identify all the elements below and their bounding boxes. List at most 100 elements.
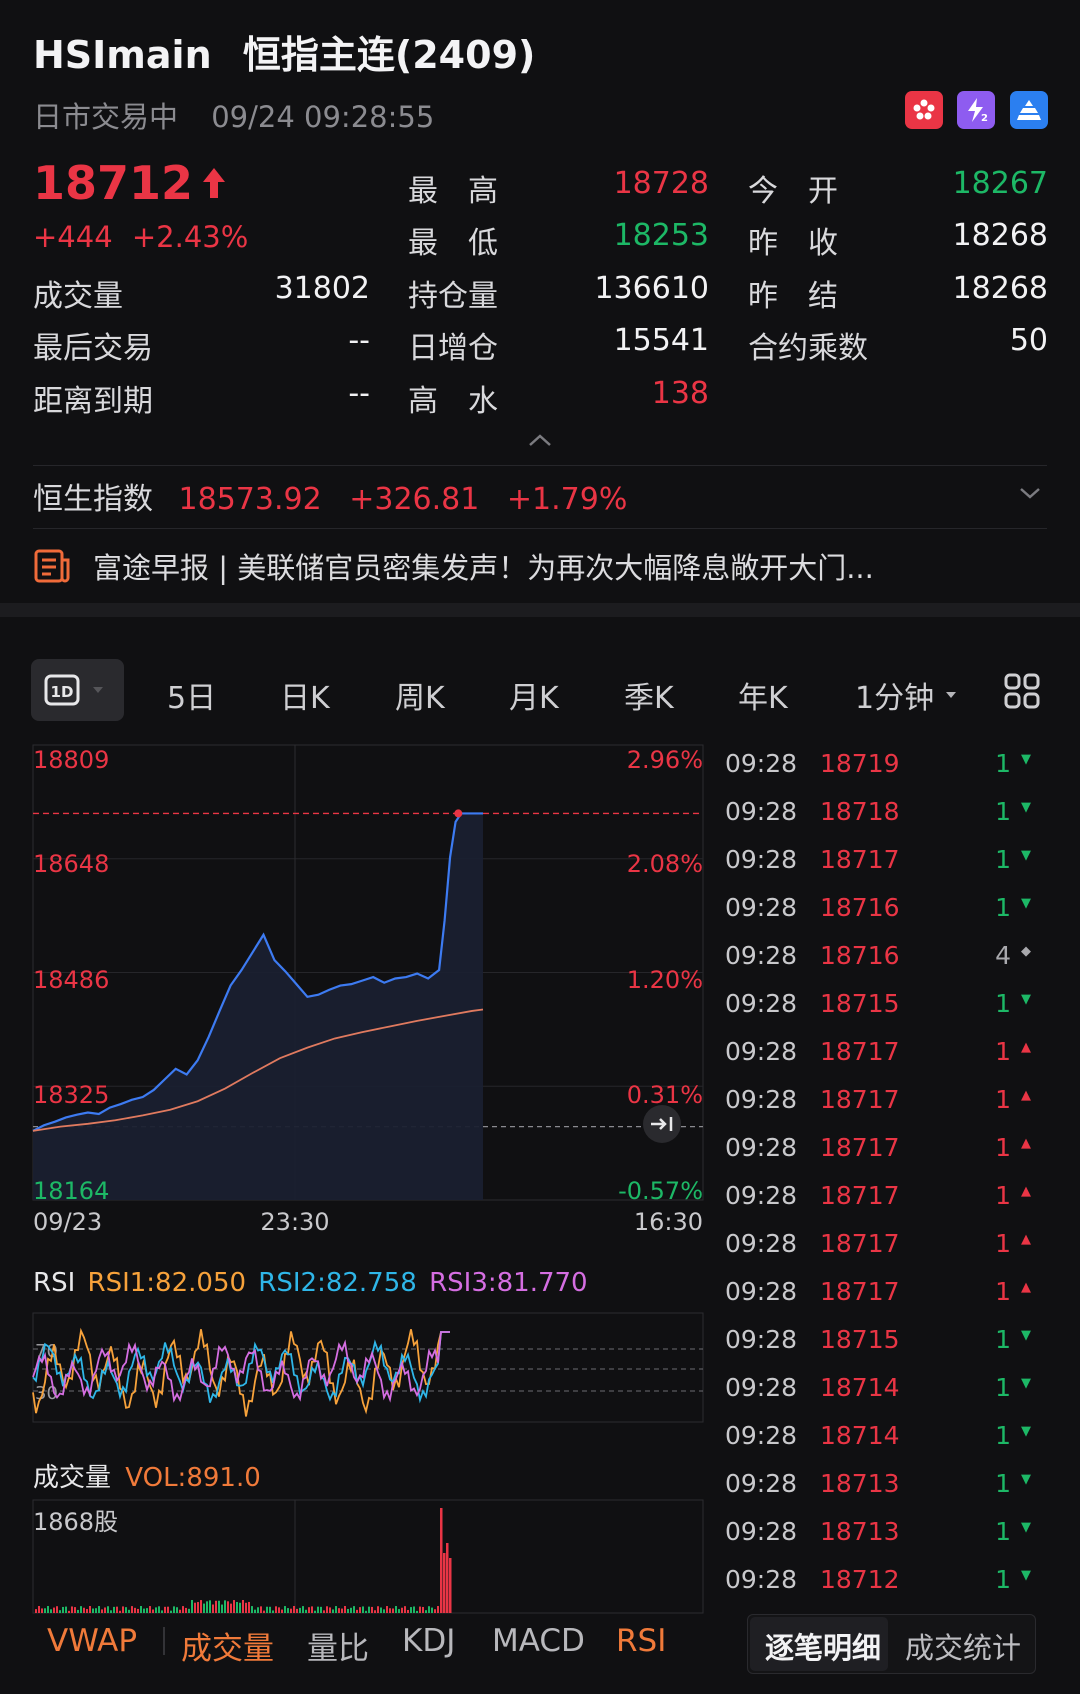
collapse-chevron-icon[interactable] [527, 432, 553, 452]
session-status: 日市交易中 09/24 09:28:55 [33, 94, 434, 136]
tab-daily-k[interactable]: 日K [280, 681, 330, 716]
tick-row: 09:28 18713 1 ▼ [725, 1517, 1045, 1565]
volume-bar [158, 1606, 160, 1613]
volume-bar [425, 1610, 427, 1613]
volume-bar [218, 1600, 220, 1613]
price-tick-label: 18648 [33, 850, 109, 878]
volume-bar [377, 1606, 379, 1613]
tab-weekly-k[interactable]: 周K [395, 681, 445, 716]
volume-bar [272, 1610, 274, 1613]
volume-bar [74, 1607, 76, 1613]
down-triangle-icon: ▼ [1021, 800, 1031, 815]
tick-time: 09:28 [725, 1565, 798, 1594]
low-value: 18253 [613, 218, 709, 253]
volume-bar [71, 1606, 73, 1613]
rsi-label: RSI [33, 1268, 76, 1298]
tick-row: 09:28 18717 1 ▲ [725, 1037, 1045, 1085]
tick-qty: 1 [995, 1373, 1011, 1402]
up-triangle-icon: ▲ [1021, 1088, 1031, 1103]
expand-chevron-icon[interactable] [1018, 485, 1042, 505]
volume-bar [266, 1606, 268, 1613]
tab-volume-ratio[interactable]: 量比 [307, 1631, 369, 1667]
rsi-frame [32, 1312, 704, 1423]
tab-tick-detail[interactable]: 逐笔明细 [765, 1631, 882, 1665]
volume-bar [53, 1607, 55, 1613]
volume-bar [176, 1607, 178, 1613]
volume-bar [251, 1606, 253, 1613]
volume-bar [116, 1606, 118, 1613]
index-quote-row[interactable]: 恒生指数 18573.92 +326.81 +1.79% [33, 474, 627, 518]
open-interest-value: 136610 [594, 271, 709, 306]
expiry-value: -- [348, 376, 370, 411]
tick-qty: 1 [995, 1037, 1011, 1066]
tab-rsi[interactable]: RSI [616, 1623, 667, 1659]
volume-bar [107, 1606, 109, 1613]
volume-bar [161, 1610, 163, 1613]
tick-price: 18712 [820, 1565, 900, 1594]
volume-bar [98, 1606, 100, 1613]
up-triangle-icon: ▲ [1021, 1136, 1031, 1151]
tab-volume[interactable]: 成交量 [181, 1631, 274, 1667]
scroll-to-latest-icon[interactable] [643, 1105, 681, 1143]
index-value: 18573.92 [178, 482, 322, 517]
tab-quarterly-k[interactable]: 季K [624, 681, 674, 716]
premium-value: 138 [651, 376, 709, 411]
volume-chart[interactable] [0, 1498, 710, 1616]
volume-bar [194, 1602, 196, 1613]
tab-vwap[interactable]: VWAP [47, 1623, 138, 1659]
volume-bar [356, 1609, 358, 1613]
intraday-price-chart[interactable]: 18809 18648 18486 18325 18164 2.96% 2.08% 1.20%… [0, 735, 710, 1235]
tab-5day[interactable]: 5日 [167, 681, 217, 716]
volume-bar [371, 1606, 373, 1613]
tick-row: 09:28 18716 1 ▼ [725, 893, 1045, 941]
tab-1d[interactable]: 1D [31, 659, 124, 721]
change-percent: +2.43% [131, 220, 249, 254]
price-tick-label: 18325 [33, 1081, 109, 1109]
volume-bar [110, 1610, 112, 1613]
tab-monthly-k[interactable]: 月K [509, 681, 559, 716]
tab-trade-stats[interactable]: 成交统计 [905, 1631, 1022, 1665]
tick-price: 18717 [820, 1229, 900, 1258]
volume-label: 成交量 [33, 279, 123, 314]
tick-qty: 1 [995, 1421, 1011, 1450]
volume-bar [242, 1600, 244, 1613]
tab-macd[interactable]: MACD [492, 1623, 585, 1659]
hk-flag-icon[interactable] [905, 91, 943, 129]
dropdown-caret-icon [946, 692, 957, 698]
svg-text:1D: 1D [51, 683, 74, 701]
volume-bar [164, 1606, 166, 1613]
volume-bar [443, 1553, 446, 1613]
volume-bar [155, 1607, 157, 1613]
volume-bar [398, 1609, 400, 1613]
volume-bar [236, 1601, 238, 1613]
tab-yearly-k[interactable]: 年K [738, 681, 788, 716]
tick-time: 09:28 [725, 1517, 798, 1546]
up-triangle-icon: ▲ [1021, 1232, 1031, 1247]
volume-bar [365, 1610, 367, 1613]
volume-bar [341, 1608, 343, 1613]
tick-price: 18719 [820, 749, 900, 778]
volume-bar [83, 1607, 85, 1613]
volume-panel-value: VOL:891.0 [125, 1463, 261, 1493]
volume-bar [317, 1606, 319, 1613]
price-change: +444 +2.43% [33, 220, 248, 254]
grid-layout-icon[interactable] [1004, 673, 1040, 713]
volume-bar [449, 1558, 452, 1613]
news-banner[interactable]: 富途早报 | 美联储官员密集发声！为再次大幅降息敞开大门... [33, 545, 874, 587]
volume-bar [407, 1609, 409, 1613]
tab-1min[interactable]: 1分钟 [855, 673, 958, 717]
volume-bar [239, 1602, 241, 1613]
level2-icon[interactable]: 2 [957, 91, 995, 129]
pyramid-icon[interactable] [1010, 91, 1048, 129]
tick-price: 18717 [820, 1181, 900, 1210]
tick-time: 09:28 [725, 1037, 798, 1066]
volume-bar [233, 1600, 235, 1613]
percent-tick-label: 0.31% [627, 1081, 703, 1109]
tab-kdj[interactable]: KDJ [402, 1623, 456, 1659]
volume-bar [47, 1606, 49, 1613]
time-tick-label: 23:30 [260, 1208, 329, 1235]
volume-bar [140, 1606, 142, 1613]
volume-bar [434, 1609, 436, 1613]
volume-bar [404, 1606, 406, 1613]
